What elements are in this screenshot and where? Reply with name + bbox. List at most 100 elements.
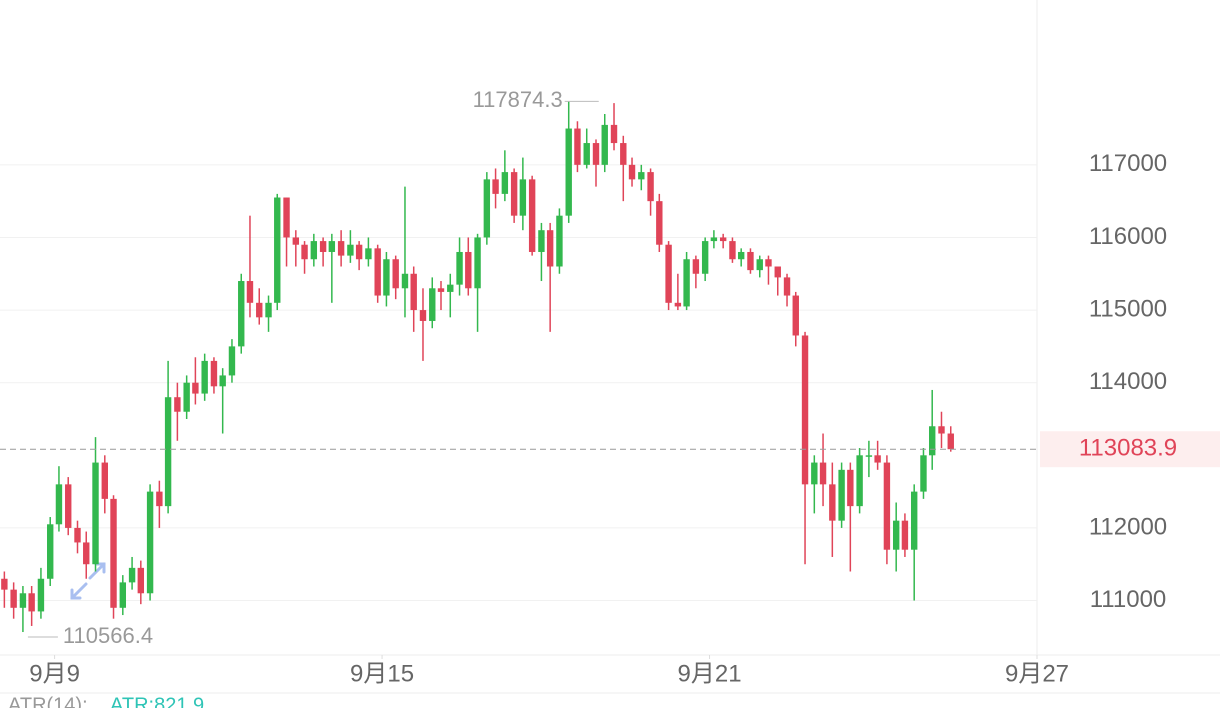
y-tick-label: 115000 xyxy=(1089,295,1167,322)
candle-body xyxy=(929,426,936,456)
candle-body xyxy=(510,172,518,216)
x-tick-label: 9月21 xyxy=(678,660,742,687)
candle-body xyxy=(119,582,127,608)
candle-body xyxy=(246,281,254,303)
candle-body xyxy=(947,433,954,450)
candle-body xyxy=(910,491,918,550)
candle-body xyxy=(747,251,754,271)
candle-body xyxy=(501,172,509,194)
expand-icon[interactable] xyxy=(70,562,106,600)
candle-body xyxy=(55,484,63,525)
candle-body xyxy=(128,567,136,583)
candle-body xyxy=(65,484,72,528)
candle-body xyxy=(292,237,300,245)
candle-body xyxy=(801,335,809,485)
candle-body xyxy=(647,172,654,202)
candle-body xyxy=(538,230,545,252)
candle-body xyxy=(192,382,199,394)
candle-body xyxy=(628,164,636,180)
candle-body xyxy=(565,128,572,216)
candle-body xyxy=(892,520,900,550)
y-tick-label: 116000 xyxy=(1089,223,1167,250)
candle-body xyxy=(37,578,45,612)
max-label: 117874.3 xyxy=(473,87,563,112)
candle-body xyxy=(238,281,245,347)
candle-body xyxy=(792,295,799,336)
candle-body xyxy=(47,524,54,579)
candle-body xyxy=(74,527,81,543)
candle-body xyxy=(829,484,836,521)
candle-body xyxy=(465,251,472,289)
candle-body xyxy=(210,360,218,387)
candle-body xyxy=(737,251,745,260)
candle-body xyxy=(92,462,99,565)
candle-body xyxy=(101,462,108,499)
candle-body xyxy=(574,128,581,165)
candle-body xyxy=(920,455,927,492)
candle-body xyxy=(374,248,381,296)
candle-body xyxy=(337,241,345,256)
candle-body xyxy=(601,124,608,165)
candle-body xyxy=(383,259,390,296)
candle-body xyxy=(583,143,590,165)
candle-body xyxy=(328,241,336,252)
candle-body xyxy=(546,230,554,267)
candle-body xyxy=(783,277,791,296)
candle-body xyxy=(456,251,463,285)
candle-body xyxy=(811,462,818,485)
candle-body xyxy=(419,310,427,321)
last-price-label: 113083.9 xyxy=(1079,435,1177,462)
candle-body xyxy=(310,241,318,260)
candle-body xyxy=(528,179,536,252)
y-tick-label: 114000 xyxy=(1089,368,1167,395)
candle-body xyxy=(183,382,190,412)
candle-body xyxy=(774,266,781,278)
candle-body xyxy=(638,172,645,180)
candle-body xyxy=(865,455,873,457)
candle-body xyxy=(656,201,663,245)
candle-body xyxy=(765,259,772,267)
candle-body xyxy=(620,143,627,165)
y-tick-label: 117000 xyxy=(1089,150,1167,177)
candle-body xyxy=(256,302,263,318)
candle-body xyxy=(228,346,236,376)
candle-body xyxy=(347,244,354,256)
candle-body xyxy=(719,237,727,242)
candle-body xyxy=(83,542,90,565)
candle-body xyxy=(392,259,399,289)
candle-body xyxy=(355,244,363,260)
candle-body xyxy=(938,426,945,434)
candle-body xyxy=(110,498,117,608)
last-price-box xyxy=(1040,431,1220,468)
candle-body xyxy=(883,462,891,550)
candle-body xyxy=(874,455,881,463)
candle-body xyxy=(265,302,272,318)
candle-body xyxy=(729,241,736,260)
candle-body xyxy=(710,237,718,242)
x-tick-label: 9月15 xyxy=(350,660,414,687)
candle-body xyxy=(283,197,290,238)
candle-body xyxy=(274,197,281,303)
candle-body xyxy=(319,241,327,252)
y-tick-label: 112000 xyxy=(1089,513,1167,540)
x-tick-label: 9月27 xyxy=(1005,660,1069,687)
candle-body xyxy=(429,288,436,321)
candle-body xyxy=(19,593,27,608)
candle-body xyxy=(146,491,154,594)
candle-body xyxy=(610,124,618,144)
candle-body xyxy=(219,375,226,387)
candle-body xyxy=(856,455,863,507)
candle-body xyxy=(401,273,409,289)
candle-body xyxy=(692,259,700,274)
candle-body xyxy=(301,244,308,260)
y-tick-label: 111000 xyxy=(1090,586,1167,613)
candle-body xyxy=(756,259,763,271)
candle-body xyxy=(838,469,845,521)
candle-body xyxy=(10,589,17,608)
candle-body xyxy=(556,215,563,267)
candle-body xyxy=(164,397,172,507)
x-tick-label: 9月9 xyxy=(29,660,80,687)
indicator-name: ATR(14): xyxy=(8,694,88,708)
